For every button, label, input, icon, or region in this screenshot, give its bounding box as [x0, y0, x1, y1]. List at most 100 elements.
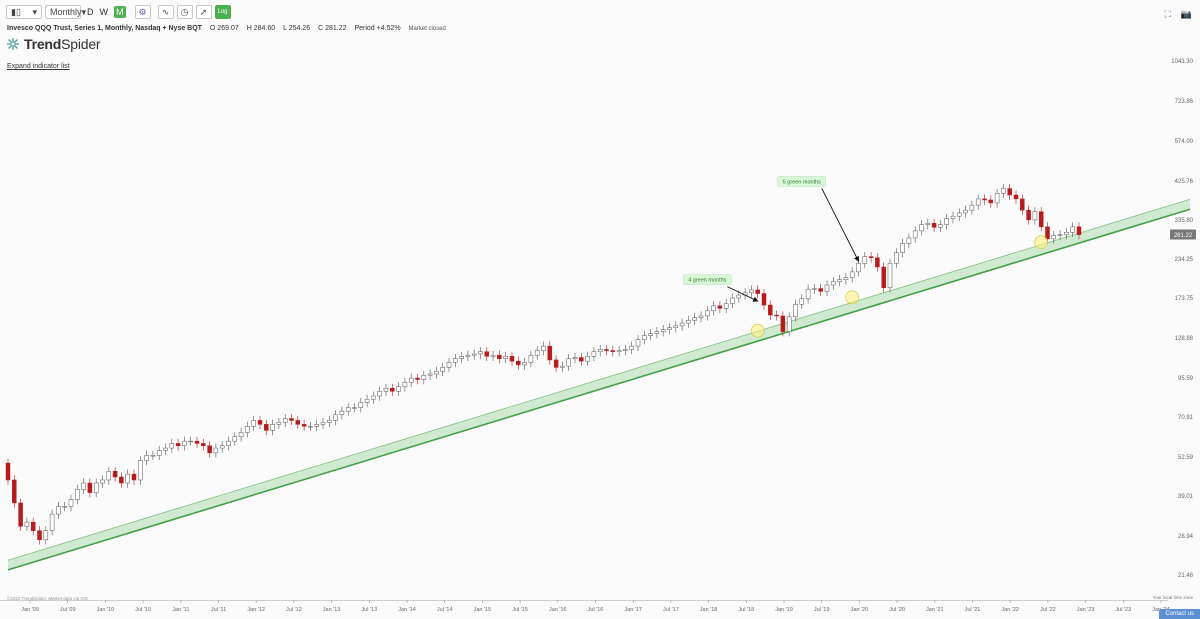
- candle: [509, 351, 515, 366]
- y-tick-label: 173.75: [1175, 296, 1194, 302]
- candle-body: [282, 418, 288, 423]
- candle-body: [868, 256, 874, 258]
- candle-body: [352, 407, 357, 409]
- indicator-icon[interactable]: ∿: [157, 5, 174, 19]
- candle-body: [87, 482, 93, 493]
- annotation-label: 4 green months: [688, 278, 726, 284]
- candle: [1013, 190, 1019, 204]
- candle-body: [547, 345, 553, 361]
- fullscreen-icon[interactable]: ⛶: [1164, 9, 1171, 19]
- interval-monthly[interactable]: M: [114, 6, 126, 18]
- y-tick-label: 574.00: [1175, 139, 1194, 145]
- candle-body: [679, 322, 685, 327]
- candle-body: [969, 204, 975, 211]
- x-tick-label: Jul '11: [211, 607, 226, 613]
- candle: [484, 347, 490, 362]
- interval-weekly[interactable]: W: [99, 7, 109, 17]
- candle: [226, 436, 231, 451]
- candle-body: [862, 256, 868, 264]
- candle: [805, 284, 811, 304]
- candle: [793, 299, 798, 322]
- candle: [988, 195, 994, 208]
- candle-body: [503, 356, 508, 359]
- candle: [295, 415, 301, 430]
- candle: [629, 341, 634, 355]
- expand-indicator-list-link[interactable]: Expand indicator list: [7, 63, 70, 70]
- candle-body: [295, 420, 301, 425]
- candle-body: [207, 445, 212, 454]
- interval-daily[interactable]: D: [87, 7, 94, 17]
- candle: [1026, 205, 1031, 225]
- candle-body: [1038, 211, 1044, 228]
- candle: [660, 325, 666, 337]
- candle-body: [730, 297, 735, 304]
- candle-body: [257, 420, 263, 425]
- candle: [925, 218, 931, 230]
- candle: [938, 220, 943, 232]
- candle-body: [566, 358, 571, 367]
- candle: [471, 349, 477, 360]
- annotation-label: 5 green months: [783, 179, 821, 185]
- candle-body: [900, 243, 905, 253]
- candle-body: [553, 359, 559, 368]
- candle-body: [654, 331, 660, 334]
- copyright-text: ©2022 TrendSpider. Market data via ICE: [7, 595, 88, 601]
- candle: [188, 436, 193, 446]
- x-tick-label: Jul '10: [135, 607, 151, 613]
- candle: [528, 350, 534, 368]
- clock-icon[interactable]: ◷: [176, 5, 193, 19]
- candle: [377, 386, 382, 401]
- candle: [856, 258, 861, 277]
- candle-body: [390, 387, 395, 392]
- candle: [648, 329, 653, 341]
- candle-body: [818, 288, 823, 292]
- chart-type-selector[interactable]: ▮▯ ▾: [6, 5, 42, 19]
- last-price-tag: [1170, 229, 1196, 240]
- x-tick-label: Jan '11: [172, 607, 189, 613]
- gear-icon[interactable]: ⚙: [134, 5, 151, 19]
- candle-body: [75, 489, 80, 500]
- candle-body: [768, 304, 773, 316]
- candle-body: [579, 357, 584, 362]
- candle: [62, 501, 67, 512]
- candle: [175, 438, 181, 451]
- candle: [345, 403, 351, 416]
- candle: [749, 285, 754, 298]
- candle-body: [314, 424, 319, 427]
- contact-us-button[interactable]: Contact us: [1159, 609, 1200, 619]
- drawing-icon[interactable]: ➚: [195, 5, 212, 19]
- candle: [415, 373, 420, 385]
- candle-body: [906, 237, 912, 244]
- candle: [390, 383, 395, 397]
- candle-body: [912, 230, 918, 239]
- candle-body: [723, 303, 729, 309]
- candle-body: [805, 288, 811, 300]
- candle-body: [786, 316, 792, 332]
- candle-body: [43, 530, 49, 541]
- candle-body: [138, 460, 143, 481]
- candle-body: [616, 350, 622, 352]
- candle-body: [610, 350, 616, 352]
- candle: [207, 441, 212, 458]
- log-icon[interactable]: Log: [214, 5, 231, 19]
- candle-body: [1001, 188, 1006, 194]
- candle: [799, 294, 805, 309]
- candle-body: [950, 215, 956, 219]
- camera-icon[interactable]: 📷: [1180, 9, 1192, 19]
- candle-body: [982, 198, 987, 201]
- candle: [604, 344, 609, 356]
- candle: [5, 458, 11, 485]
- y-tick-label: 95.59: [1178, 376, 1194, 382]
- candle-body: [219, 445, 225, 449]
- interval-select[interactable]: Monthly ▾: [45, 5, 86, 19]
- annotation-box: [683, 274, 732, 285]
- y-tick-label: 335.80: [1175, 218, 1194, 224]
- candle: [194, 436, 200, 449]
- candle-body: [994, 193, 1000, 204]
- candle-body: [705, 310, 710, 317]
- candle-body: [327, 420, 332, 423]
- candle-body: [100, 479, 105, 484]
- candle: [106, 466, 112, 485]
- candle-body: [30, 521, 36, 531]
